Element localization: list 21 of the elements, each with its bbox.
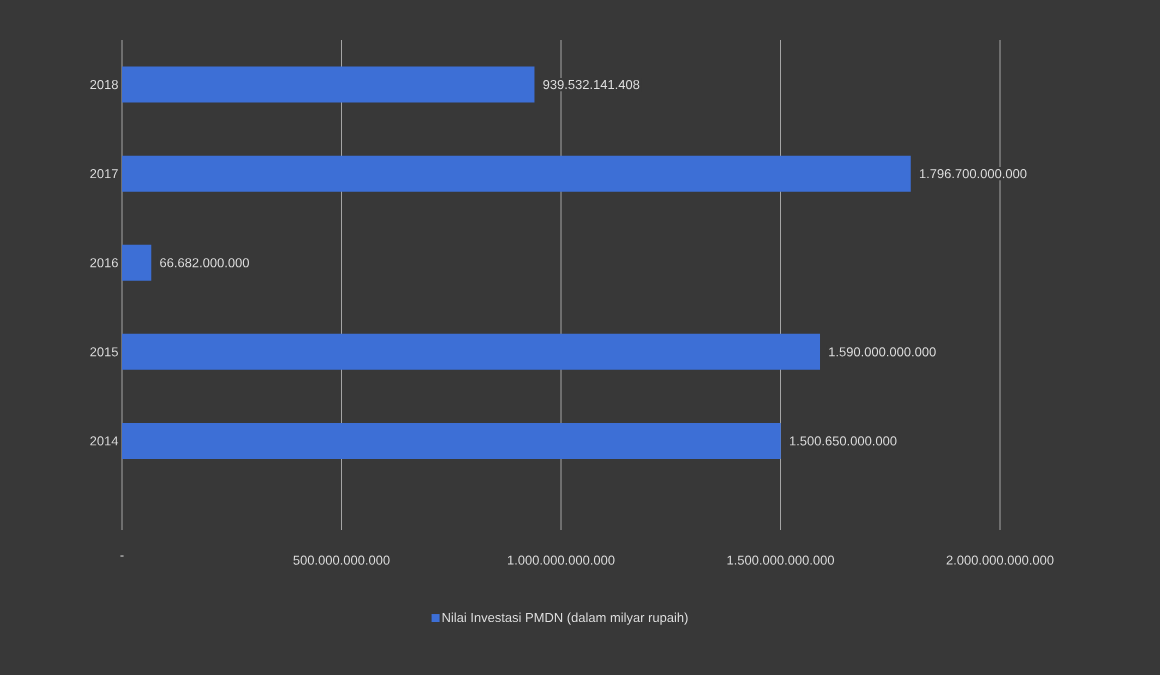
x-tick-label: 1.000.000.000.000	[507, 555, 615, 565]
bar	[122, 244, 152, 281]
text: 1.796.700.000.000	[919, 169, 1027, 179]
legend-label: Nilai Investasi PMDN (dalam milyar rupaih)	[442, 612, 688, 625]
text: 66.682.000.000	[160, 258, 249, 268]
text: 1.590.000.000.000	[829, 347, 936, 357]
x-tick-label: -	[120, 555, 124, 557]
text: 939.532.141.408	[543, 79, 640, 90]
bar	[122, 66, 535, 103]
text: 1.500.650.000.000	[789, 436, 897, 446]
x-tick-label: 2.000.000.000.000	[946, 555, 1054, 565]
y-tick-label: 2015	[90, 347, 118, 357]
y-tick-label: 2014	[90, 436, 119, 446]
bar	[122, 333, 821, 370]
y-tick-label: 2016	[90, 258, 118, 268]
bar	[122, 155, 911, 192]
x-tick-label: 1.500.000.000.000	[727, 555, 835, 565]
bar	[122, 422, 781, 459]
y-tick-label: 2017	[90, 169, 118, 179]
x-tick-label: 500.000.000.000	[293, 555, 390, 565]
y-tick-label: 2018	[90, 79, 118, 90]
